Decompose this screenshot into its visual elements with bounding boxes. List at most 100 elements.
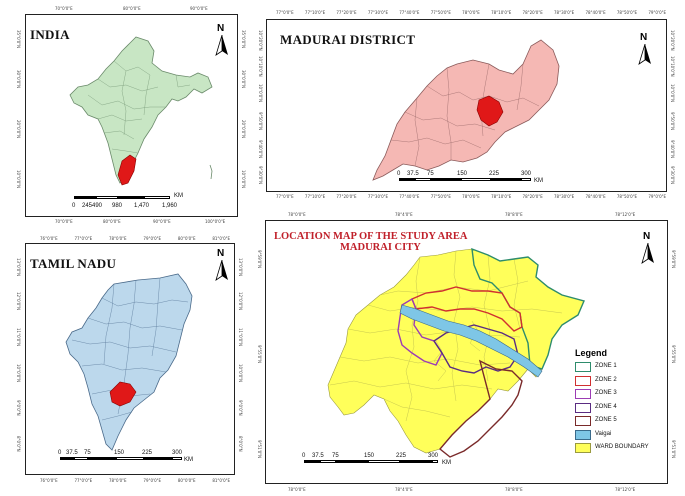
scale-label: 150 <box>114 450 125 456</box>
tamilnadu-panel: TAMIL NADU N 0 37.5 75 150 225 300 <box>25 243 235 475</box>
grid-tick-label: 9°50'0"N <box>670 112 675 131</box>
zone1-outline-swatch-icon <box>575 362 591 372</box>
legend-item-zone3: ZONE 3 <box>575 389 681 401</box>
grid-tick-label: 77°40'0"E <box>399 10 420 15</box>
grid-tick-label: 77°30'0"E <box>367 194 389 199</box>
grid-tick-label: 78°30'0"E <box>553 194 575 199</box>
grid-tick-label: 78°4'0"E <box>395 212 413 217</box>
north-label: N <box>217 248 225 259</box>
grid-tick-label: 78°0'0"E <box>462 10 480 15</box>
grid-tick-label: 10°20'0"N <box>670 30 675 51</box>
city-map-title: LOCATION MAP OF THE STUDY AREA MADURAI C… <box>274 231 467 253</box>
scale-label: 225 <box>489 171 500 177</box>
grid-tick-label: 78°40'0"E <box>585 10 606 15</box>
grid-tick-label: 100°0'0"E <box>205 219 226 224</box>
grid-tick-label: 78°20'0"E <box>522 194 543 199</box>
grid-tick-label: 78°0'0"E <box>462 194 480 199</box>
grid-tick-label: 79°0'0"E <box>648 194 666 199</box>
grid-tick-label: 76°0'0"E <box>40 478 58 483</box>
grid-tick-label: 78°0'0"E <box>288 212 306 217</box>
grid-tick-label: 78°4'0"E <box>395 487 413 492</box>
grid-tick-label: 79°0'0"E <box>648 10 666 15</box>
grid-tick-label: 77°30'0"E <box>367 10 389 15</box>
grid-tick-label: 9°55'0"N <box>671 345 676 364</box>
grid-tick-label: 9°59'0"N <box>257 250 262 269</box>
legend-item-zone2: ZONE 2 <box>575 375 681 388</box>
india-panel: INDIA N 0 245490 980 1,470 1,960 KM <box>25 14 238 217</box>
grid-tick-label: 10°20'0"N <box>258 30 263 51</box>
scale-label: 37.5 <box>66 450 78 456</box>
grid-tick-label: 78°10'0"E <box>491 10 512 15</box>
legend-item-label: ZONE 5 <box>595 417 617 423</box>
grid-tick-label: 9°59'0"N <box>671 250 676 269</box>
grid-tick-label: 77°50'0"E <box>430 10 451 15</box>
tamilnadu-bottom-ticks: 76°0'0"E 77°0'0"E 78°0'0"E 79°0'0"E 80°0… <box>40 478 230 483</box>
grid-tick-label: 9°0'0"N <box>238 400 243 416</box>
legend-item-zone1: ZONE 1 <box>575 362 681 374</box>
india-title: INDIA <box>30 27 70 42</box>
scale-label: 225 <box>142 450 153 456</box>
city-title-line2: MADURAI CITY <box>340 242 421 253</box>
grid-tick-label: 80°0'0"E <box>123 6 141 11</box>
grid-tick-label: 77°0'0"E <box>74 236 93 241</box>
legend-item-label: ZONE 1 <box>595 363 617 369</box>
north-label: N <box>643 231 651 242</box>
legend-item-label: Vaigai <box>595 430 612 437</box>
north-arrow-icon: N <box>635 32 655 65</box>
city-panel: LOCATION MAP OF THE STUDY AREA MADURAI C… <box>265 220 668 484</box>
grid-tick-label: 77°20'0"E <box>336 194 357 199</box>
grid-tick-label: 70°0'0"E <box>55 219 73 224</box>
grid-tick-label: 78°40'0"E <box>585 194 606 199</box>
district-scale-bar: 0 37.5 75 150 225 300 KM <box>397 169 567 189</box>
tamilnadu-top-ticks: 76°0'0"E 77°0'0"E 78°0'0"E 79°0'0"E 80°0… <box>40 236 230 241</box>
north-arrow-icon: N <box>212 23 232 56</box>
legend-item-zone4: ZONE 4 <box>575 402 681 415</box>
grid-tick-label: 78°30'0"E <box>553 10 575 15</box>
grid-tick-label: 90°0'0"E <box>190 6 208 11</box>
scale-label: 300 <box>428 453 439 459</box>
grid-tick-label: 77°40'0"E <box>399 194 420 199</box>
grid-tick-label: 10°0'0"N <box>16 364 21 383</box>
district-top-ticks: 77°0'0"E 77°10'0"E 77°20'0"E 77°30'0"E 7… <box>276 10 666 15</box>
grid-tick-label: 78°8'0"E <box>505 212 523 217</box>
tamilnadu-scale-bar: 0 37.5 75 150 225 300 KM <box>58 448 228 468</box>
grid-tick-label: 81°0'0"E <box>212 236 230 241</box>
zone4-outline-swatch-icon <box>575 402 591 413</box>
grid-tick-label: 30°0'0"N <box>16 70 21 89</box>
grid-tick-label: 78°20'0"E <box>522 10 543 15</box>
grid-tick-label: 9°0'0"N <box>16 400 21 416</box>
grid-tick-label: 8°0'0"N <box>16 436 21 452</box>
north-arrow-icon: N <box>638 231 658 264</box>
grid-tick-label: 9°51'0"N <box>257 440 262 459</box>
scale-label: 75 <box>332 453 339 459</box>
grid-tick-label: 77°0'0"E <box>276 194 294 199</box>
grid-tick-label: 35°0'0"N <box>16 30 21 49</box>
legend-item-label: ZONE 3 <box>595 390 617 396</box>
grid-tick-label: 10°10'0"N <box>670 56 675 77</box>
grid-tick-label: 8°0'0"N <box>238 436 243 452</box>
grid-tick-label: 76°0'0"E <box>40 236 58 241</box>
scale-label: 1,470 <box>134 203 150 209</box>
scale-unit: KM <box>174 193 183 199</box>
district-title: MADURAI DISTRICT <box>280 32 416 47</box>
scale-label: 0 <box>58 450 62 456</box>
grid-tick-label: 77°10'0"E <box>304 10 326 15</box>
scale-label: 245490 <box>82 203 103 209</box>
grid-tick-label: 10°0'0"N <box>258 84 263 103</box>
legend-item-zone5: ZONE 5 <box>575 416 681 428</box>
zone2-outline-swatch-icon <box>575 375 591 386</box>
india-scale-bar: 0 245490 980 1,470 1,960 KM <box>72 187 202 209</box>
grid-tick-label: 20°0'0"N <box>16 120 21 139</box>
india-map <box>69 36 213 186</box>
grid-tick-label: 78°0'0"E <box>108 236 127 241</box>
grid-tick-label: 11°0'0"N <box>16 328 21 347</box>
grid-tick-label: 9°55'0"N <box>257 345 262 364</box>
legend-item-vaigai: Vaigai <box>575 429 681 442</box>
grid-tick-label: 79°0'0"E <box>143 478 162 483</box>
city-title-line1: LOCATION MAP OF THE STUDY AREA <box>274 231 468 242</box>
grid-tick-label: 80°0'0"E <box>177 478 196 483</box>
scale-label: 1,960 <box>162 203 178 209</box>
scale-label: 75 <box>427 171 434 177</box>
legend-item-label: ZONE 2 <box>595 376 617 383</box>
north-label: N <box>217 23 225 34</box>
